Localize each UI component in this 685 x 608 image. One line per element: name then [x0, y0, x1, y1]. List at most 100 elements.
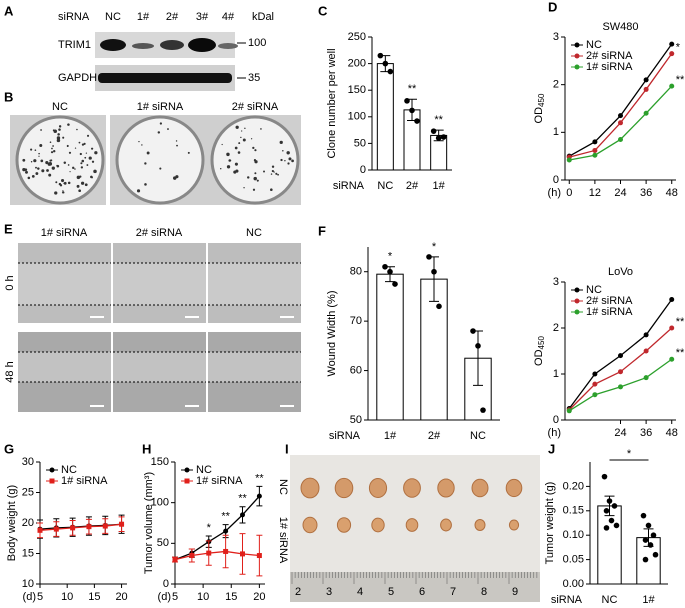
y-axis-label-sub: 450	[537, 336, 546, 350]
series-line	[39, 523, 122, 531]
y-tick-label: 60	[350, 364, 362, 376]
colony-dot	[58, 128, 61, 131]
data-point	[650, 532, 657, 538]
data-point	[643, 110, 649, 116]
colony-dot	[67, 181, 71, 185]
bar	[597, 505, 622, 585]
colony-dot	[56, 136, 61, 140]
colony-dot	[37, 167, 40, 170]
colony-dot	[226, 165, 231, 169]
legend-label: 1# siRNA	[586, 61, 633, 73]
data-point	[642, 537, 649, 543]
plate	[15, 115, 105, 205]
chart-title: SW480	[602, 21, 638, 33]
colony-dot	[146, 151, 150, 155]
data-point	[643, 348, 649, 354]
data-point	[592, 139, 598, 145]
y-axis-label-text: Tumor weight (g)	[544, 482, 556, 565]
data-point	[592, 371, 598, 377]
data-point	[669, 325, 675, 331]
data-point	[436, 303, 442, 310]
y-axis-label-text: Body weight (g)	[6, 485, 18, 561]
legend-marker	[574, 42, 580, 48]
colony-dot	[286, 151, 290, 155]
data-point	[70, 525, 76, 531]
data-point	[382, 60, 389, 67]
legend-label: NC	[196, 464, 212, 476]
y-tick-label: 3	[553, 31, 559, 43]
colony-dot	[50, 151, 54, 154]
y-axis-label: Clone number per well	[326, 48, 338, 158]
data-point	[392, 281, 398, 287]
colony-dot	[62, 136, 65, 139]
colony-dot	[157, 131, 161, 134]
y-tick-label: 2	[553, 79, 559, 91]
data-point	[613, 522, 620, 529]
colony-dot	[22, 167, 26, 172]
ruler-label: 9	[512, 586, 518, 598]
x-tick-label: NC	[602, 594, 618, 606]
colony-dot	[243, 187, 245, 189]
legend-marker	[574, 287, 580, 293]
series-line	[174, 550, 260, 561]
data-point	[426, 254, 432, 260]
colony-dot	[30, 160, 33, 163]
tumor	[440, 518, 452, 532]
legend-marker	[184, 467, 190, 473]
data-point	[566, 408, 572, 414]
tumors	[291, 477, 538, 584]
tumor-row-label: NC	[277, 479, 289, 495]
data-point	[603, 508, 610, 514]
significance: **	[221, 511, 230, 523]
ruler-label: 2	[295, 586, 301, 598]
ruler-label: 7	[450, 586, 456, 598]
colony-dot	[40, 159, 44, 163]
y-tick-label: 80	[350, 266, 362, 278]
tumor-row-label: 1# siRNA	[277, 517, 289, 564]
colony-dot	[62, 190, 64, 192]
ruler-label: 4	[357, 586, 363, 598]
tumor	[474, 519, 486, 531]
colony-dot	[62, 191, 65, 194]
colony-dot	[187, 151, 190, 154]
colony-dot	[84, 183, 88, 187]
plate-label: 2# siRNA	[232, 101, 279, 113]
x-tick-label: 36	[640, 187, 652, 199]
ruler-label: 8	[481, 586, 487, 598]
x-axis-label: (d)	[23, 591, 36, 603]
y-axis-label: OD450	[533, 93, 546, 123]
colony-dot	[233, 170, 237, 174]
colony-dot	[277, 173, 279, 176]
y-tick-label: 0	[360, 164, 366, 176]
y-tick-label: 50	[354, 137, 366, 149]
x-tick-label: 10	[197, 591, 209, 603]
tumor	[437, 478, 455, 498]
tumor	[505, 478, 523, 498]
data-point	[206, 550, 212, 556]
colony-dot	[39, 143, 43, 147]
tumor	[371, 517, 385, 533]
colony-dot	[275, 172, 278, 175]
marker-label: 100	[248, 37, 266, 49]
colony-dot	[61, 178, 65, 183]
colony-dot	[238, 142, 241, 145]
colony-dot	[253, 159, 257, 162]
colony-dot	[45, 161, 49, 165]
data-point	[618, 136, 623, 142]
data-point	[592, 392, 598, 398]
data-point	[618, 353, 623, 359]
data-point	[647, 542, 654, 548]
colony-dot	[85, 152, 88, 154]
data-point	[608, 517, 615, 524]
significance: **	[408, 83, 417, 95]
colony-dot	[167, 128, 169, 130]
protein-label: TRIM1	[58, 39, 91, 51]
colony-dot	[63, 182, 65, 185]
data-point	[611, 503, 618, 509]
legend-label: 2# siRNA	[586, 50, 633, 62]
colony-dot	[263, 170, 266, 173]
y-tick-label: 70	[350, 315, 362, 327]
x-tick-label: 24	[614, 427, 626, 439]
legend-marker	[574, 64, 580, 70]
protein-label: GAPDH	[58, 72, 97, 84]
